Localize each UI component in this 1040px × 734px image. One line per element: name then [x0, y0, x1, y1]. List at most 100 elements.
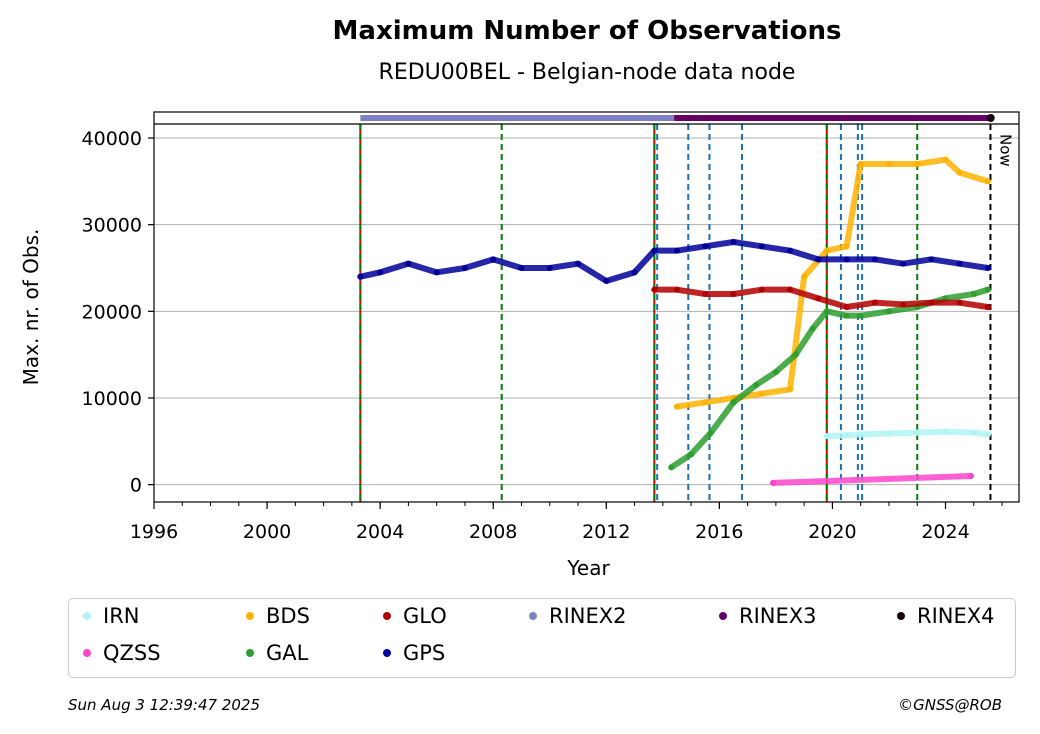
data-point — [900, 301, 907, 308]
data-point — [603, 278, 610, 284]
series-gal — [668, 286, 991, 471]
legend-item-gal: GAL — [246, 641, 308, 665]
data-point — [673, 403, 680, 410]
data-point — [651, 286, 658, 293]
data-point — [702, 243, 709, 250]
rinex-point — [986, 114, 995, 122]
legend-marker — [383, 649, 391, 657]
data-point — [970, 291, 977, 297]
data-point — [787, 286, 794, 293]
y-tick-label: 30000 — [82, 215, 142, 237]
data-point — [843, 243, 850, 250]
x-tick-label: 2012 — [582, 521, 630, 543]
data-point — [956, 260, 963, 267]
x-axis-label: Year — [566, 556, 610, 580]
data-point — [871, 299, 878, 306]
data-point — [823, 308, 830, 315]
data-point — [984, 265, 991, 271]
data-point — [730, 399, 737, 406]
y-tick-label: 0 — [130, 475, 142, 497]
data-point — [668, 464, 675, 471]
data-point — [490, 256, 497, 263]
data-point — [984, 304, 991, 310]
data-point — [801, 273, 808, 280]
data-point — [956, 299, 963, 306]
series-rinex4 — [986, 114, 995, 122]
series-trace — [673, 156, 991, 410]
data-point — [433, 269, 440, 276]
y-tick-label: 10000 — [82, 388, 142, 410]
legend-marker — [246, 649, 254, 657]
legend-item-gps: GPS — [383, 641, 445, 665]
data-point — [970, 429, 977, 436]
data-point — [730, 291, 737, 297]
y-axis-label: Max. nr. of Obs. — [19, 229, 43, 386]
series-irn — [823, 428, 991, 440]
legend-label: GLO — [403, 604, 447, 628]
data-point — [823, 247, 830, 254]
legend-label: IRN — [103, 604, 140, 628]
data-point — [702, 291, 709, 297]
footer-timestamp: Sun Aug 3 12:39:47 2025 — [68, 696, 260, 714]
x-tick-label: 2000 — [243, 521, 291, 543]
data-point — [885, 161, 892, 167]
series-qzss — [770, 473, 974, 486]
data-point — [770, 479, 777, 486]
data-point — [688, 451, 695, 458]
x-tick-label: 2004 — [356, 521, 404, 543]
data-point — [357, 273, 364, 280]
data-point — [984, 178, 991, 185]
data-point — [753, 382, 760, 388]
legend-marker — [719, 612, 727, 620]
now-label: Now — [996, 134, 1014, 167]
data-point — [518, 265, 525, 271]
data-point — [758, 243, 765, 250]
legend-item-rinex2: RINEX2 — [529, 604, 627, 628]
data-point — [843, 256, 850, 263]
legend-item-qzss: QZSS — [83, 641, 161, 665]
legend-item-irn: IRN — [83, 604, 140, 628]
y-tick-label: 40000 — [82, 128, 142, 150]
series-trace — [770, 473, 974, 486]
data-point — [857, 161, 864, 167]
legend-label: RINEX2 — [549, 604, 627, 628]
data-point — [673, 247, 680, 254]
data-point — [956, 169, 963, 176]
data-point — [651, 247, 658, 254]
chart-subtitle: REDU00BEL - Belgian-node data node — [378, 60, 796, 85]
legend-item-glo: GLO — [383, 604, 447, 628]
data-point — [885, 430, 892, 437]
data-point — [631, 269, 638, 276]
data-point — [461, 265, 468, 271]
data-point — [575, 260, 582, 267]
data-point — [928, 256, 935, 263]
legend-label: QZSS — [103, 641, 161, 665]
data-point — [857, 312, 864, 319]
data-point — [914, 429, 921, 436]
x-tick-label: 1996 — [130, 521, 178, 543]
data-point — [787, 247, 794, 254]
data-point — [405, 260, 412, 267]
series-trace — [357, 239, 991, 284]
data-point — [815, 295, 822, 302]
legend-label: GAL — [266, 641, 309, 665]
data-point — [730, 239, 737, 245]
data-point — [772, 369, 779, 375]
legend-marker — [246, 612, 254, 620]
data-point — [673, 286, 680, 293]
data-point — [815, 256, 822, 263]
legend-marker — [383, 612, 391, 620]
x-tick-label: 2024 — [921, 521, 969, 543]
data-point — [823, 433, 830, 440]
y-tick-label: 20000 — [82, 301, 142, 323]
data-point — [984, 431, 991, 438]
series-bds — [673, 156, 991, 410]
data-point — [942, 156, 949, 163]
data-point — [843, 304, 850, 310]
data-point — [702, 399, 709, 406]
data-point — [707, 429, 714, 436]
data-point — [843, 312, 850, 319]
data-point — [809, 325, 816, 332]
legend-label: RINEX4 — [917, 604, 995, 628]
